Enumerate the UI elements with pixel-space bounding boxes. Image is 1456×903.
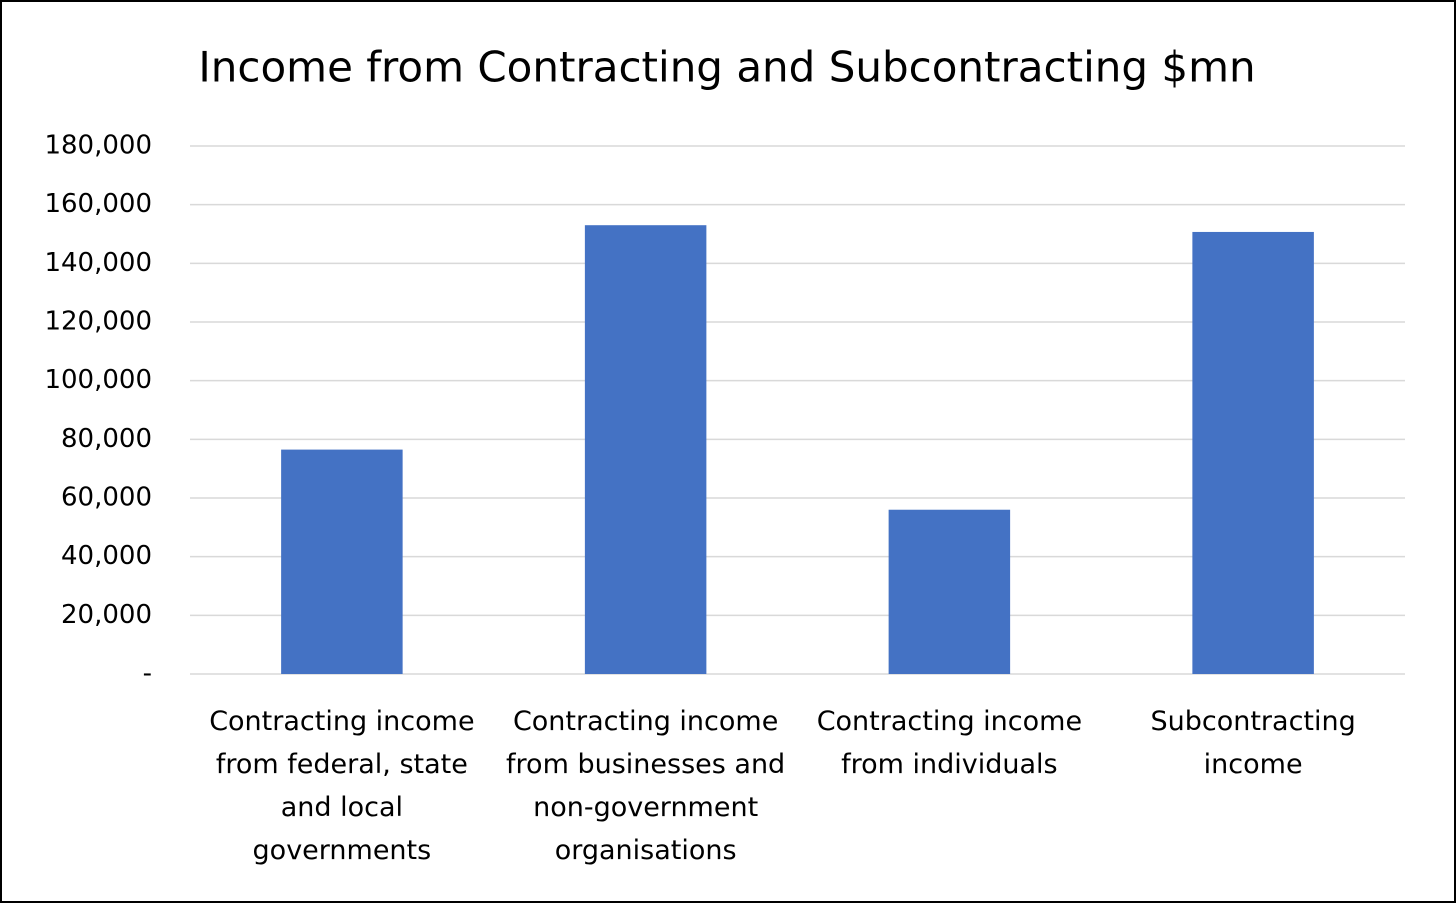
y-tick-label: 20,000	[61, 600, 152, 630]
chart-title: Income from Contracting and Subcontracti…	[198, 43, 1255, 92]
bar	[584, 225, 707, 674]
y-tick-label: 100,000	[44, 365, 152, 395]
y-tick-label: 180,000	[44, 131, 152, 161]
y-tick-label: 80,000	[61, 424, 152, 454]
x-tick-label: Contracting income from individuals	[816, 706, 1083, 780]
x-tick-label: Contracting income from federal, state a…	[209, 706, 475, 866]
y-tick-label: 140,000	[44, 248, 152, 278]
bar	[1192, 231, 1314, 675]
x-tick-label: Subcontracting income	[1150, 706, 1356, 780]
bar	[888, 509, 1011, 674]
x-tick-label: Contracting income from businesses and n…	[506, 706, 786, 866]
y-tick-label: 160,000	[44, 189, 152, 219]
y-tick-label: 60,000	[61, 483, 152, 513]
bar	[281, 449, 403, 674]
y-tick-label: 120,000	[44, 307, 152, 337]
y-tick-label: -	[143, 659, 152, 689]
y-tick-label: 40,000	[61, 541, 152, 571]
